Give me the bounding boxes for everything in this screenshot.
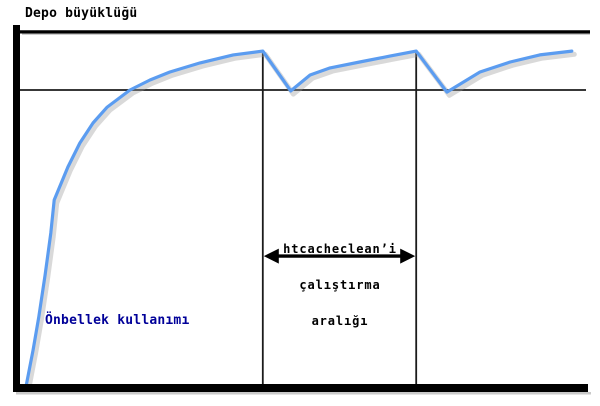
y-axis bbox=[13, 25, 20, 392]
x-axis-shadow bbox=[16, 392, 591, 395]
cache-usage-label: Önbellek kullanımı bbox=[45, 313, 190, 328]
interval-arrow-left-head bbox=[263, 248, 279, 264]
interval-arrow bbox=[263, 248, 416, 264]
chart-title: Depo büyüklüğü bbox=[25, 6, 138, 21]
cleanup-interval-label-line1: htcacheclean’i bbox=[283, 242, 397, 256]
cleanup-interval-label-line3: aralığı bbox=[311, 314, 369, 328]
cleanup-interval-label-line2: çalıştırma bbox=[299, 278, 381, 292]
cache-usage-curve bbox=[24, 49, 574, 387]
x-axis bbox=[13, 384, 588, 392]
cleanup-interval-label: htcacheclean’i çalıştırma aralığı bbox=[263, 219, 417, 351]
interval-arrow-right-head bbox=[400, 248, 416, 264]
